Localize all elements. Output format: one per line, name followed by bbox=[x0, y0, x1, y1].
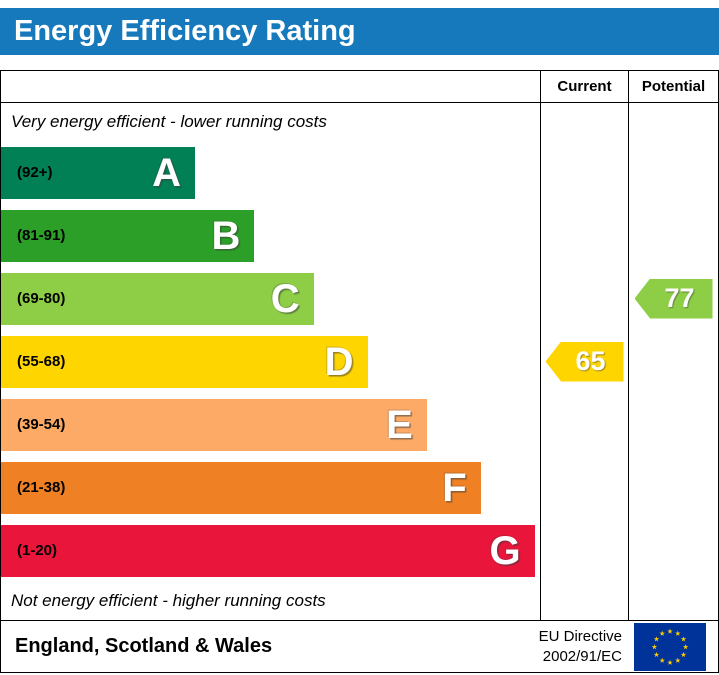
band-main-cell: (92+) A bbox=[1, 141, 540, 204]
band-row-D: (55-68) D 65 bbox=[1, 330, 718, 393]
eu-flag-icon bbox=[634, 622, 706, 671]
band-main-cell: (1-20) G bbox=[1, 519, 540, 582]
current-cell bbox=[540, 456, 628, 519]
band-letter: B bbox=[211, 213, 241, 258]
bottom-note: Not energy efficient - higher running co… bbox=[11, 591, 326, 610]
current-cell bbox=[540, 267, 628, 330]
bottom-note-row: Not energy efficient - higher running co… bbox=[1, 582, 718, 620]
current-cell bbox=[540, 393, 628, 456]
chart-box: Current Potential Very energy efficient … bbox=[0, 70, 719, 673]
potential-cell bbox=[628, 456, 718, 519]
band-bar-G: (1-20) G bbox=[1, 524, 535, 577]
potential-cell bbox=[628, 393, 718, 456]
band-main-cell: (55-68) D bbox=[1, 330, 540, 393]
column-header-potential: Potential bbox=[628, 71, 718, 102]
potential-cell bbox=[628, 141, 718, 204]
band-range-label: (69-80) bbox=[17, 290, 66, 307]
eu-directive-text: EU Directive 2002/91/EC bbox=[539, 627, 622, 666]
current-cell bbox=[540, 141, 628, 204]
band-row-C: (69-80) C 77 bbox=[1, 267, 718, 330]
potential-cell: 77 bbox=[628, 267, 718, 330]
band-range-label: (21-38) bbox=[17, 479, 66, 496]
band-range-label: (81-91) bbox=[17, 227, 66, 244]
band-row-B: (81-91) B bbox=[1, 204, 718, 267]
potential-column-spacer bbox=[628, 103, 718, 141]
band-bar-C: (69-80) C bbox=[1, 272, 314, 325]
footer: England, Scotland & Wales EU Directive 2… bbox=[1, 620, 718, 672]
eu-directive-line2: 2002/91/EC bbox=[542, 647, 622, 665]
band-range-label: (1-20) bbox=[17, 542, 58, 559]
band-letter: A bbox=[152, 150, 182, 195]
top-note-row: Very energy efficient - lower running co… bbox=[1, 103, 718, 141]
current-cell: 65 bbox=[540, 330, 628, 393]
current-cell bbox=[540, 519, 628, 582]
band-main-cell: (69-80) C bbox=[1, 267, 540, 330]
band-row-G: (1-20) G bbox=[1, 519, 718, 582]
band-letter: G bbox=[489, 528, 521, 573]
header-spacer bbox=[1, 71, 540, 102]
band-row-F: (21-38) F bbox=[1, 456, 718, 519]
current-column-spacer bbox=[540, 582, 628, 620]
band-bar-F: (21-38) F bbox=[1, 461, 481, 514]
band-main-cell: (39-54) E bbox=[1, 393, 540, 456]
band-bar-D: (55-68) D bbox=[1, 335, 368, 388]
column-header-current: Current bbox=[540, 71, 628, 102]
band-row-A: (92+) A bbox=[1, 141, 718, 204]
potential-cell bbox=[628, 519, 718, 582]
band-letter: F bbox=[442, 465, 467, 510]
band-range-label: (92+) bbox=[17, 164, 53, 181]
band-bar-B: (81-91) B bbox=[1, 209, 255, 262]
band-main-cell: (81-91) B bbox=[1, 204, 540, 267]
band-letter: C bbox=[270, 276, 300, 321]
potential-cell bbox=[628, 330, 718, 393]
band-range-label: (55-68) bbox=[17, 353, 66, 370]
current-column-spacer bbox=[540, 103, 628, 141]
potential-column-spacer bbox=[628, 582, 718, 620]
potential-cell bbox=[628, 204, 718, 267]
bands-container: (92+) A (81-91) B (69-80) C 77 (55-68) D 65 (39-54… bbox=[1, 141, 718, 582]
band-letter: D bbox=[324, 339, 354, 384]
current-cell bbox=[540, 204, 628, 267]
band-bar-E: (39-54) E bbox=[1, 398, 427, 451]
top-note: Very energy efficient - lower running co… bbox=[11, 112, 327, 131]
column-header-row: Current Potential bbox=[1, 71, 718, 103]
band-row-E: (39-54) E bbox=[1, 393, 718, 456]
band-bar-A: (92+) A bbox=[1, 146, 196, 199]
band-range-label: (39-54) bbox=[17, 416, 66, 433]
footer-region: England, Scotland & Wales bbox=[15, 635, 273, 657]
eu-directive-line1: EU Directive bbox=[538, 628, 622, 645]
page-title: Energy Efficiency Rating bbox=[0, 8, 719, 55]
band-main-cell: (21-38) F bbox=[1, 456, 540, 519]
potential-rating-arrow: 77 bbox=[634, 278, 713, 319]
current-rating-arrow: 65 bbox=[545, 341, 624, 382]
band-letter: E bbox=[386, 402, 413, 447]
